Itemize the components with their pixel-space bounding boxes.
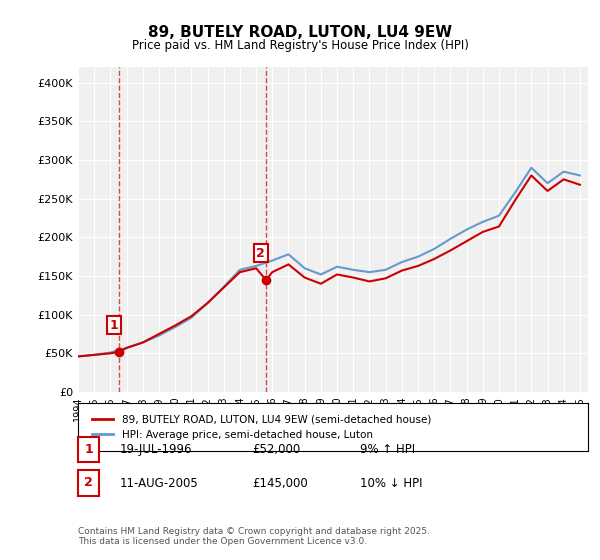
Text: 9% ↑ HPI: 9% ↑ HPI: [360, 443, 415, 456]
Text: 11-AUG-2005: 11-AUG-2005: [120, 477, 199, 490]
Text: 2: 2: [256, 246, 265, 260]
Text: £145,000: £145,000: [252, 477, 308, 490]
Text: 1: 1: [84, 443, 93, 456]
Legend: 89, BUTELY ROAD, LUTON, LU4 9EW (semi-detached house), HPI: Average price, semi-: 89, BUTELY ROAD, LUTON, LU4 9EW (semi-de…: [88, 410, 435, 444]
Text: 19-JUL-1996: 19-JUL-1996: [120, 443, 193, 456]
Text: 1: 1: [110, 319, 118, 332]
Text: 89, BUTELY ROAD, LUTON, LU4 9EW: 89, BUTELY ROAD, LUTON, LU4 9EW: [148, 25, 452, 40]
Text: 2: 2: [84, 477, 93, 489]
Text: Price paid vs. HM Land Registry's House Price Index (HPI): Price paid vs. HM Land Registry's House …: [131, 39, 469, 52]
Text: £52,000: £52,000: [252, 443, 300, 456]
Text: Contains HM Land Registry data © Crown copyright and database right 2025.
This d: Contains HM Land Registry data © Crown c…: [78, 526, 430, 546]
Text: 10% ↓ HPI: 10% ↓ HPI: [360, 477, 422, 490]
